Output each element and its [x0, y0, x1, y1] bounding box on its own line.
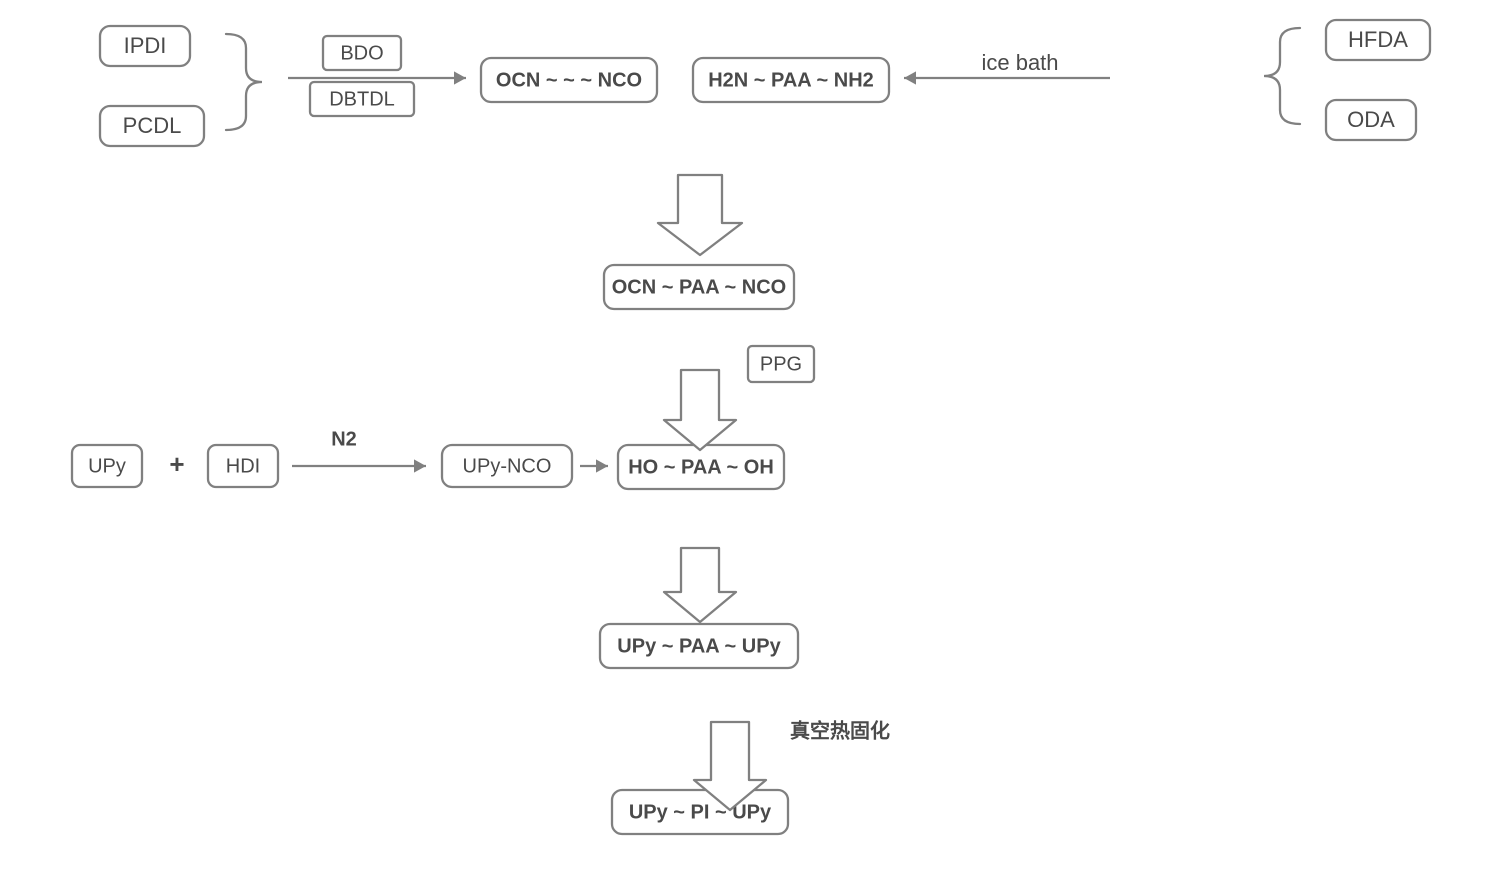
- brace-right: [1264, 28, 1300, 124]
- node-label-hdi: HDI: [226, 455, 260, 477]
- node-ho_paa: HO ~ PAA ~ OH: [618, 445, 784, 489]
- arrow-n2: [292, 459, 426, 472]
- node-upy_nco: UPy-NCO: [442, 445, 572, 487]
- node-hdi: HDI: [208, 445, 278, 487]
- node-oda: ODA: [1326, 100, 1416, 140]
- node-label-pcdl: PCDL: [123, 113, 182, 138]
- node-label-oda: ODA: [1347, 107, 1395, 132]
- node-label-upy: UPy: [88, 455, 126, 477]
- node-label-upy_paa: UPy ~ PAA ~ UPy: [617, 635, 781, 657]
- node-hfda: HFDA: [1326, 20, 1430, 60]
- node-label-bdo: BDO: [340, 42, 383, 64]
- node-bdo: BDO: [323, 36, 401, 70]
- node-dbtdl: DBTDL: [310, 82, 414, 116]
- node-label-ocn_nco: OCN ~ ~ ~ NCO: [496, 69, 642, 91]
- label-plus: +: [169, 449, 184, 479]
- node-label-ocn_paa: OCN ~ PAA ~ NCO: [612, 276, 786, 298]
- node-label-ipdi: IPDI: [124, 33, 167, 58]
- flow-diagram: IPDI PCDL BDO DBTDL OCN ~ ~ ~ NCO H2N ~ PAA ~…: [0, 0, 1503, 876]
- node-label-dbtdl: DBTDL: [329, 88, 395, 110]
- bigarrow-merge: [658, 175, 742, 255]
- bigarrow-upy: [664, 548, 736, 622]
- node-label-ho_paa: HO ~ PAA ~ OH: [628, 456, 774, 478]
- node-upy_pi: UPy ~ PI ~ UPy: [612, 790, 788, 834]
- arrow-upynco: [580, 459, 608, 472]
- bigarrow-ppg: [664, 370, 736, 450]
- label-cure: 真空热固化: [790, 718, 890, 742]
- node-ocn_paa: OCN ~ PAA ~ NCO: [604, 265, 794, 309]
- node-upy: UPy: [72, 445, 142, 487]
- node-ipdi: IPDI: [100, 26, 190, 66]
- node-label-ppg: PPG: [760, 353, 802, 375]
- node-ocn_nco: OCN ~ ~ ~ NCO: [481, 58, 657, 102]
- node-upy_paa: UPy ~ PAA ~ UPy: [600, 624, 798, 668]
- brace-left: [226, 34, 262, 130]
- label-n2: N2: [331, 428, 357, 450]
- node-label-upy_pi: UPy ~ PI ~ UPy: [629, 801, 772, 823]
- node-label-upy_nco: UPy-NCO: [463, 455, 552, 477]
- node-pcdl: PCDL: [100, 106, 204, 146]
- node-label-hfda: HFDA: [1348, 27, 1408, 52]
- label-icebath: ice bath: [981, 50, 1058, 75]
- node-ppg: PPG: [748, 346, 814, 382]
- node-label-h2n: H2N ~ PAA ~ NH2: [708, 69, 874, 91]
- node-h2n: H2N ~ PAA ~ NH2: [693, 58, 889, 102]
